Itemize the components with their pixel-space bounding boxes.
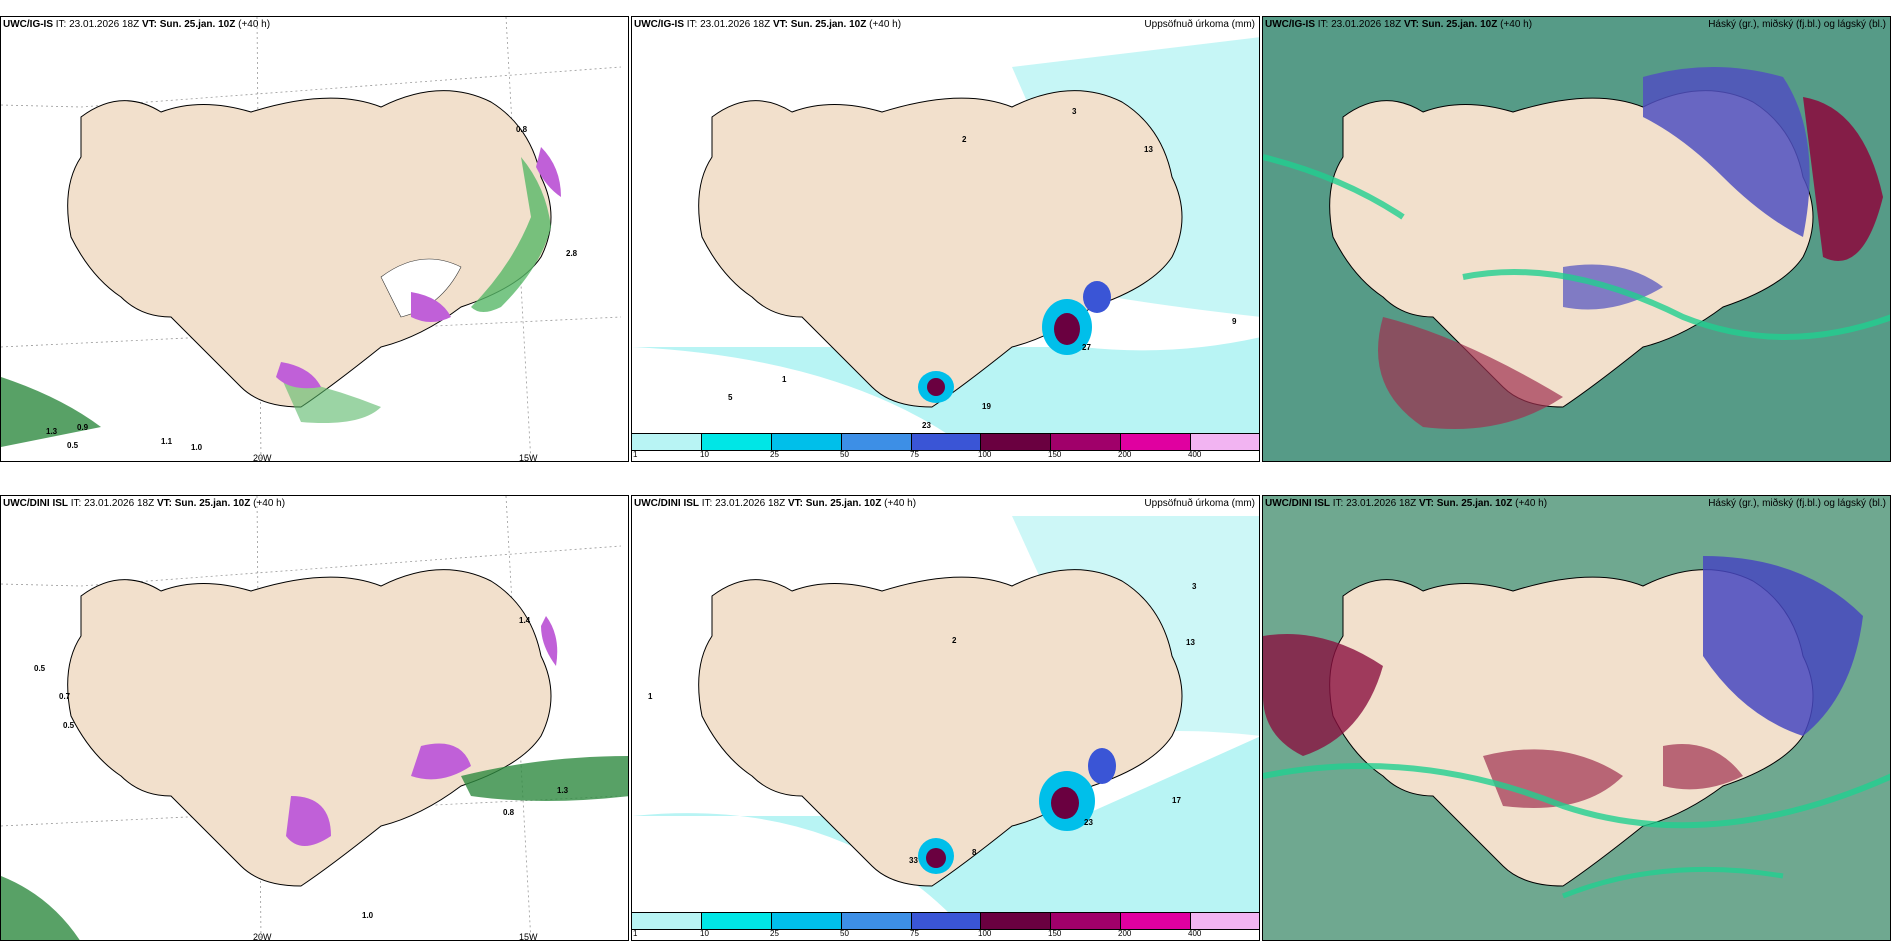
precip-value: 9	[1232, 317, 1237, 326]
legend-tick: 1	[633, 929, 638, 938]
precip-value: 1	[782, 375, 787, 384]
wind-panel-bottom: UWC/DINI ISL IT: 23.01.2026 18Z VT: Sun.…	[0, 495, 629, 941]
precip-value: 2	[952, 636, 957, 645]
legend-tick: 25	[770, 929, 779, 938]
legend-tick: 75	[910, 450, 919, 459]
panel-variable-title: Uppsöfnuð úrkoma (mm)	[1144, 19, 1255, 30]
legend-tick: 1	[633, 450, 638, 459]
wind-panel-top: UWC/IG-IS IT: 23.01.2026 18Z VT: Sun. 25…	[0, 16, 629, 462]
precip-panel-bottom: UWC/DINI ISL IT: 23.01.2026 18Z VT: Sun.…	[631, 495, 1260, 941]
legend-tick: 100	[978, 929, 992, 938]
wind-value: 0.8	[516, 125, 528, 134]
legend-tick: 150	[1048, 450, 1062, 459]
cloud-panel-bottom: UWC/DINI ISL IT: 23.01.2026 18Z VT: Sun.…	[1262, 495, 1891, 941]
legend-tick: 400	[1188, 929, 1202, 938]
wind-value: 0.8	[503, 808, 515, 817]
wind-value: 1.1	[161, 437, 173, 446]
wind-value: 1.4	[519, 616, 531, 625]
precip-panel-top: UWC/IG-IS IT: 23.01.2026 18Z VT: Sun. 25…	[631, 16, 1260, 462]
precip-map-top	[632, 17, 1259, 461]
legend-tick: 100	[978, 450, 992, 459]
legend-bar	[632, 433, 1259, 451]
precip-value: 13	[1144, 145, 1153, 154]
legend-tick: 10	[700, 450, 709, 459]
lon-label-15w: 15W	[519, 932, 538, 941]
precip-value: 8	[972, 848, 977, 857]
panel-header: UWC/IG-IS IT: 23.01.2026 18Z VT: Sun. 25…	[1265, 19, 1533, 30]
panel-variable-title: Uppsöfnuð úrkoma (mm)	[1144, 498, 1255, 509]
precip-value: 19	[982, 402, 991, 411]
legend-tick: 10	[700, 929, 709, 938]
panel-header: UWC/DINI ISL IT: 23.01.2026 18Z VT: Sun.…	[3, 498, 286, 509]
precip-value: 17	[1172, 796, 1181, 805]
wind-value: 1.0	[191, 443, 203, 452]
precip-value: 1	[648, 692, 653, 701]
wind-value: 0.5	[34, 664, 46, 673]
legend-tick: 50	[840, 929, 849, 938]
cloud-panel-top: UWC/IG-IS IT: 23.01.2026 18Z VT: Sun. 25…	[1262, 16, 1891, 462]
precip-value: 27	[1082, 343, 1091, 352]
panel-header: UWC/IG-IS IT: 23.01.2026 18Z VT: Sun. 25…	[634, 19, 902, 30]
legend-tick: 150	[1048, 929, 1062, 938]
wind-value: 0.9	[77, 423, 89, 432]
panel-header: UWC/IG-IS IT: 23.01.2026 18Z VT: Sun. 25…	[3, 19, 271, 30]
wind-map-top	[1, 17, 628, 461]
panel-variable-title: Háský (gr.), miðský (fj.bl.) og lágský (…	[1708, 498, 1886, 509]
cloud-map-bottom	[1263, 496, 1890, 940]
precip-value: 3	[1072, 107, 1077, 116]
precip-value: 3	[1192, 582, 1197, 591]
panel-header: UWC/DINI ISL IT: 23.01.2026 18Z VT: Sun.…	[634, 498, 917, 509]
legend-tick: 200	[1118, 929, 1132, 938]
legend-tick: 200	[1118, 450, 1132, 459]
precip-value: 5	[728, 393, 733, 402]
wind-value: 1.0	[362, 911, 374, 920]
wind-value: 1.3	[46, 427, 58, 436]
panel-header: UWC/DINI ISL IT: 23.01.2026 18Z VT: Sun.…	[1265, 498, 1548, 509]
legend-tick: 400	[1188, 450, 1202, 459]
precip-value: 23	[1084, 818, 1093, 827]
lon-label-15w: 15W	[519, 453, 538, 462]
cloud-map-top	[1263, 17, 1890, 461]
legend-tick: 25	[770, 450, 779, 459]
wind-value: 0.7	[59, 692, 71, 701]
lon-label-20w: 20W	[253, 453, 272, 462]
precip-value: 2	[962, 135, 967, 144]
wind-value: 0.5	[67, 441, 79, 450]
wind-map-bottom	[1, 496, 628, 940]
legend-tick: 75	[910, 929, 919, 938]
legend-bar	[632, 912, 1259, 930]
precip-value: 23	[922, 421, 931, 430]
precip-value: 13	[1186, 638, 1195, 647]
lon-label-20w: 20W	[253, 932, 272, 941]
wind-value: 2.8	[566, 249, 578, 258]
legend-tick: 50	[840, 450, 849, 459]
wind-value: 1.3	[557, 786, 569, 795]
precip-color-legend: 1 10 25 50 75 100 150 200 400	[632, 433, 1259, 461]
precip-value: 33	[909, 856, 918, 865]
precip-map-bottom	[632, 496, 1259, 940]
panel-variable-title: Háský (gr.), miðský (fj.bl.) og lágský (…	[1708, 19, 1886, 30]
wind-value: 0.5	[63, 721, 75, 730]
precip-color-legend: 1 10 25 50 75 100 150 200 400	[632, 912, 1259, 940]
